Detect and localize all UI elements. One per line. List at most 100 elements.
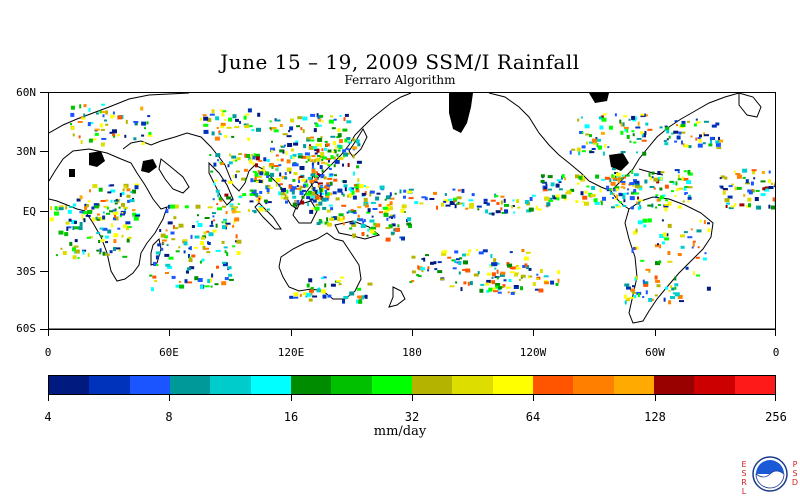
rain-pixel: [401, 236, 405, 241]
rain-pixel: [219, 198, 223, 202]
rain-pixel: [627, 188, 630, 191]
rain-pixel: [352, 211, 357, 214]
rain-pixel: [617, 180, 620, 183]
rain-pixel: [250, 178, 254, 183]
rain-pixel: [543, 275, 549, 278]
rain-pixel: [518, 278, 521, 281]
rain-pixel: [93, 203, 99, 208]
rain-pixel: [316, 171, 318, 174]
rain-pixel: [208, 232, 214, 237]
rain-pixel: [659, 187, 663, 191]
rain-pixel: [427, 266, 430, 270]
rain-pixel: [289, 295, 294, 299]
rain-pixel: [434, 268, 438, 271]
rain-pixel: [102, 114, 105, 118]
rain-pixel: [655, 279, 661, 283]
rain-pixel: [319, 188, 323, 193]
lat-label-eq: EQ: [22, 205, 36, 218]
rain-pixel: [212, 198, 215, 201]
rain-pixel: [674, 286, 677, 290]
rain-pixel: [309, 198, 314, 201]
rain-pixel: [477, 208, 480, 211]
rain-pixel: [676, 135, 681, 140]
rain-pixel: [242, 193, 247, 197]
rain-pixel: [364, 204, 369, 208]
rain-pixel: [322, 276, 327, 279]
rain-pixel: [220, 124, 225, 129]
rain-pixel: [545, 183, 548, 187]
rain-pixel: [171, 275, 176, 279]
rain-pixel: [119, 192, 122, 197]
rain-pixel: [296, 125, 301, 128]
rain-pixel: [383, 210, 388, 213]
rain-pixel: [664, 125, 668, 128]
rain-pixel: [561, 174, 565, 179]
rain-pixel: [154, 280, 158, 283]
rain-pixel: [121, 234, 124, 238]
rain-pixel: [387, 206, 393, 211]
rain-pixel: [312, 186, 316, 191]
rain-pixel: [117, 227, 121, 230]
rain-pixel: [647, 128, 653, 131]
colorbar-tick: [48, 395, 49, 401]
rain-pixel: [594, 201, 600, 205]
rain-pixel: [366, 234, 369, 237]
rain-pixel: [322, 206, 327, 210]
rain-pixel: [580, 191, 584, 196]
rain-pixel: [297, 155, 303, 159]
rain-pixel: [210, 170, 214, 173]
rain-pixel: [126, 194, 131, 198]
rain-pixel: [96, 249, 100, 252]
rain-pixel: [314, 175, 318, 178]
rain-pixel: [119, 214, 122, 218]
rain-pixel: [378, 203, 382, 207]
rain-pixel: [94, 205, 100, 209]
rain-pixel: [270, 128, 273, 131]
rain-pixel: [104, 119, 107, 122]
rain-pixel: [310, 173, 316, 177]
colorbar-swatch: [411, 376, 453, 394]
rain-pixel: [643, 281, 649, 286]
rain-pixel: [585, 133, 590, 136]
rain-pixel: [696, 274, 701, 277]
rain-pixel: [316, 189, 319, 193]
rain-pixel: [105, 241, 109, 244]
rain-pixel: [451, 259, 456, 262]
rain-pixel: [247, 208, 250, 212]
rain-pixel: [123, 185, 127, 189]
rain-pixel: [526, 209, 532, 213]
rain-pixel: [579, 131, 584, 134]
rain-pixel: [677, 205, 682, 209]
rain-pixel: [175, 284, 181, 288]
rain-pixel: [611, 173, 614, 178]
rain-pixel: [255, 180, 259, 183]
rain-pixel: [684, 192, 687, 196]
rain-pixel: [315, 203, 319, 206]
rain-pixel: [681, 140, 683, 145]
lon-tick: [775, 330, 776, 336]
rain-pixel: [74, 239, 78, 243]
rain-pixel: [642, 296, 645, 298]
rain-pixel: [314, 177, 318, 182]
rain-pixel: [366, 186, 370, 189]
rain-pixel: [494, 195, 499, 198]
rain-pixel: [669, 180, 675, 183]
rain-pixel: [697, 137, 701, 139]
rain-pixel: [126, 188, 131, 192]
rain-pixel: [651, 298, 654, 301]
rain-pixel: [473, 273, 479, 277]
rain-pixel: [514, 273, 519, 277]
rain-pixel: [390, 214, 393, 217]
rain-pixel: [342, 149, 347, 153]
rain-pixel: [678, 187, 683, 190]
rain-pixel: [236, 157, 241, 161]
rain-pixel: [760, 193, 766, 197]
rain-pixel: [265, 185, 269, 190]
rain-pixel: [570, 188, 575, 192]
rain-pixel: [691, 246, 694, 249]
rain-pixel: [590, 194, 596, 197]
rain-pixel: [624, 300, 627, 305]
rain-pixel: [74, 220, 77, 224]
rain-pixel: [760, 180, 766, 183]
rain-pixel: [305, 156, 311, 160]
